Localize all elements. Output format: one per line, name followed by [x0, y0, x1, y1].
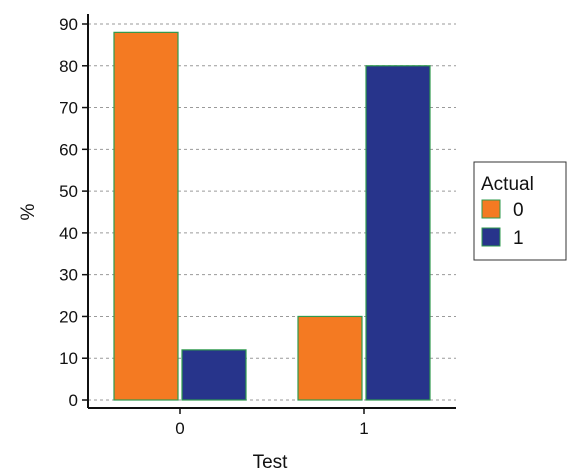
bar-test-0-actual-0 [113, 31, 179, 401]
bar-test-1-actual-0 [297, 315, 363, 401]
bar-test-0-actual-1 [181, 349, 247, 401]
y-tick-label: 30 [59, 266, 78, 285]
legend-items: 01 [481, 199, 524, 249]
y-tick-label: 50 [59, 182, 78, 201]
legend-swatch [481, 199, 501, 219]
legend-swatch [481, 227, 501, 247]
y-tick-label: 20 [59, 307, 78, 326]
legend: Actual 01 [473, 161, 567, 261]
y-tick-label: 70 [59, 99, 78, 118]
legend-title: Actual [481, 174, 534, 195]
x-tick-label: 1 [359, 419, 368, 438]
y-axis-label: % [18, 203, 39, 220]
y-tick-label: 60 [59, 140, 78, 159]
axes [87, 14, 456, 409]
y-tick-label: 40 [59, 224, 78, 243]
legend-label: 0 [513, 200, 524, 221]
legend-label: 1 [513, 228, 524, 249]
y-tick-label: 10 [59, 349, 78, 368]
x-axis-label: Test [253, 452, 289, 473]
y-tick-label: 80 [59, 57, 78, 76]
y-ticks: 0 10 20 30 40 50 60 70 80 90 [59, 15, 88, 410]
y-tick-label: 90 [59, 15, 78, 34]
bars [113, 31, 431, 401]
y-tick-label: 0 [69, 391, 78, 410]
x-tick-label: 0 [175, 419, 184, 438]
bar-test-1-actual-1 [365, 65, 431, 401]
